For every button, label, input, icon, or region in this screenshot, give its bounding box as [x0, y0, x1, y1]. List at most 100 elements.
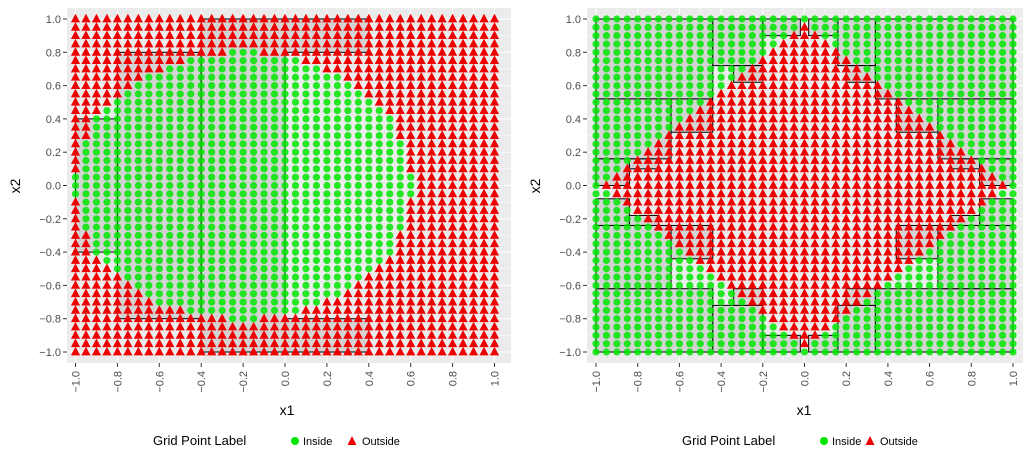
point-outside: [904, 230, 914, 239]
point-outside: [353, 63, 363, 73]
point-inside: [155, 173, 163, 181]
point-inside: [291, 115, 300, 123]
point-inside: [738, 340, 746, 348]
point-outside: [726, 188, 737, 198]
point-outside: [144, 338, 154, 348]
point-inside: [863, 323, 871, 331]
point-inside: [717, 281, 725, 289]
point-outside: [862, 221, 872, 231]
point-inside: [208, 248, 216, 256]
point-outside: [458, 271, 468, 281]
point-outside: [726, 230, 737, 239]
point-outside: [416, 30, 426, 40]
point-inside: [665, 15, 673, 23]
point-inside: [957, 73, 965, 81]
point-outside: [479, 147, 489, 156]
point-inside: [396, 223, 404, 231]
point-outside: [758, 113, 768, 123]
point-outside: [893, 238, 903, 248]
point-inside: [1009, 90, 1017, 98]
point-inside: [905, 290, 913, 298]
point-outside: [448, 296, 458, 306]
point-outside: [737, 80, 747, 89]
point-inside: [187, 57, 195, 65]
point-outside: [70, 80, 81, 89]
point-inside: [654, 131, 663, 140]
point-outside: [269, 330, 280, 339]
point-outside: [144, 30, 154, 40]
point-inside: [260, 273, 268, 281]
point-outside: [779, 113, 789, 123]
point-inside: [832, 32, 840, 40]
point-outside: [653, 171, 664, 181]
point-outside: [852, 130, 862, 139]
point-outside: [747, 296, 757, 306]
point-inside: [748, 15, 756, 23]
point-inside: [312, 223, 321, 231]
point-inside: [386, 215, 394, 223]
point-inside: [302, 298, 310, 306]
point-outside: [468, 213, 479, 223]
point-inside: [998, 140, 1007, 148]
point-inside: [644, 65, 652, 73]
point-inside: [354, 190, 362, 198]
point-outside: [280, 47, 290, 56]
point-inside: [281, 82, 289, 90]
point-inside: [82, 223, 90, 231]
point-outside: [228, 38, 238, 48]
point-inside: [675, 32, 684, 40]
point-outside: [841, 80, 851, 89]
point-inside: [988, 23, 996, 31]
legend-outside-marker: [347, 436, 357, 445]
point-inside: [727, 73, 736, 81]
point-inside: [1009, 290, 1017, 298]
point-inside: [208, 298, 216, 306]
point-inside: [654, 98, 663, 106]
point-inside: [863, 306, 871, 314]
point-inside: [654, 82, 663, 90]
point-outside: [91, 313, 102, 323]
point-outside: [779, 171, 789, 181]
point-inside: [654, 273, 663, 281]
point-inside: [634, 15, 642, 23]
point-inside: [249, 165, 258, 173]
point-inside: [623, 23, 631, 31]
point-inside: [281, 265, 289, 273]
point-inside: [853, 348, 861, 356]
point-inside: [696, 331, 704, 339]
point-inside: [260, 198, 268, 206]
point-outside: [416, 255, 426, 264]
point-inside: [644, 240, 652, 248]
point-outside: [290, 30, 301, 40]
point-inside: [644, 265, 652, 273]
point-outside: [768, 63, 778, 73]
point-outside: [883, 105, 893, 114]
point-outside: [904, 180, 914, 189]
point-inside: [644, 23, 652, 31]
point-inside: [344, 90, 352, 98]
point-inside: [675, 15, 684, 23]
point-outside: [716, 230, 726, 239]
point-inside: [218, 98, 226, 106]
point-outside: [102, 321, 112, 331]
point-outside: [322, 38, 332, 48]
point-outside: [395, 255, 405, 264]
point-inside: [249, 298, 258, 306]
point-inside: [967, 23, 975, 31]
point-outside: [102, 88, 112, 98]
point-inside: [302, 273, 310, 281]
point-inside: [134, 265, 142, 273]
point-outside: [831, 138, 841, 148]
point-outside: [416, 221, 426, 231]
point-inside: [176, 198, 184, 206]
point-outside: [914, 171, 924, 181]
y-tick-label: −0.8: [559, 314, 581, 326]
point-inside: [905, 315, 913, 323]
point-inside: [717, 298, 725, 306]
point-inside: [832, 40, 840, 48]
point-outside: [416, 288, 426, 298]
point-outside: [737, 130, 747, 139]
point-outside: [353, 13, 363, 23]
point-outside: [831, 97, 841, 106]
point-inside: [926, 306, 934, 314]
